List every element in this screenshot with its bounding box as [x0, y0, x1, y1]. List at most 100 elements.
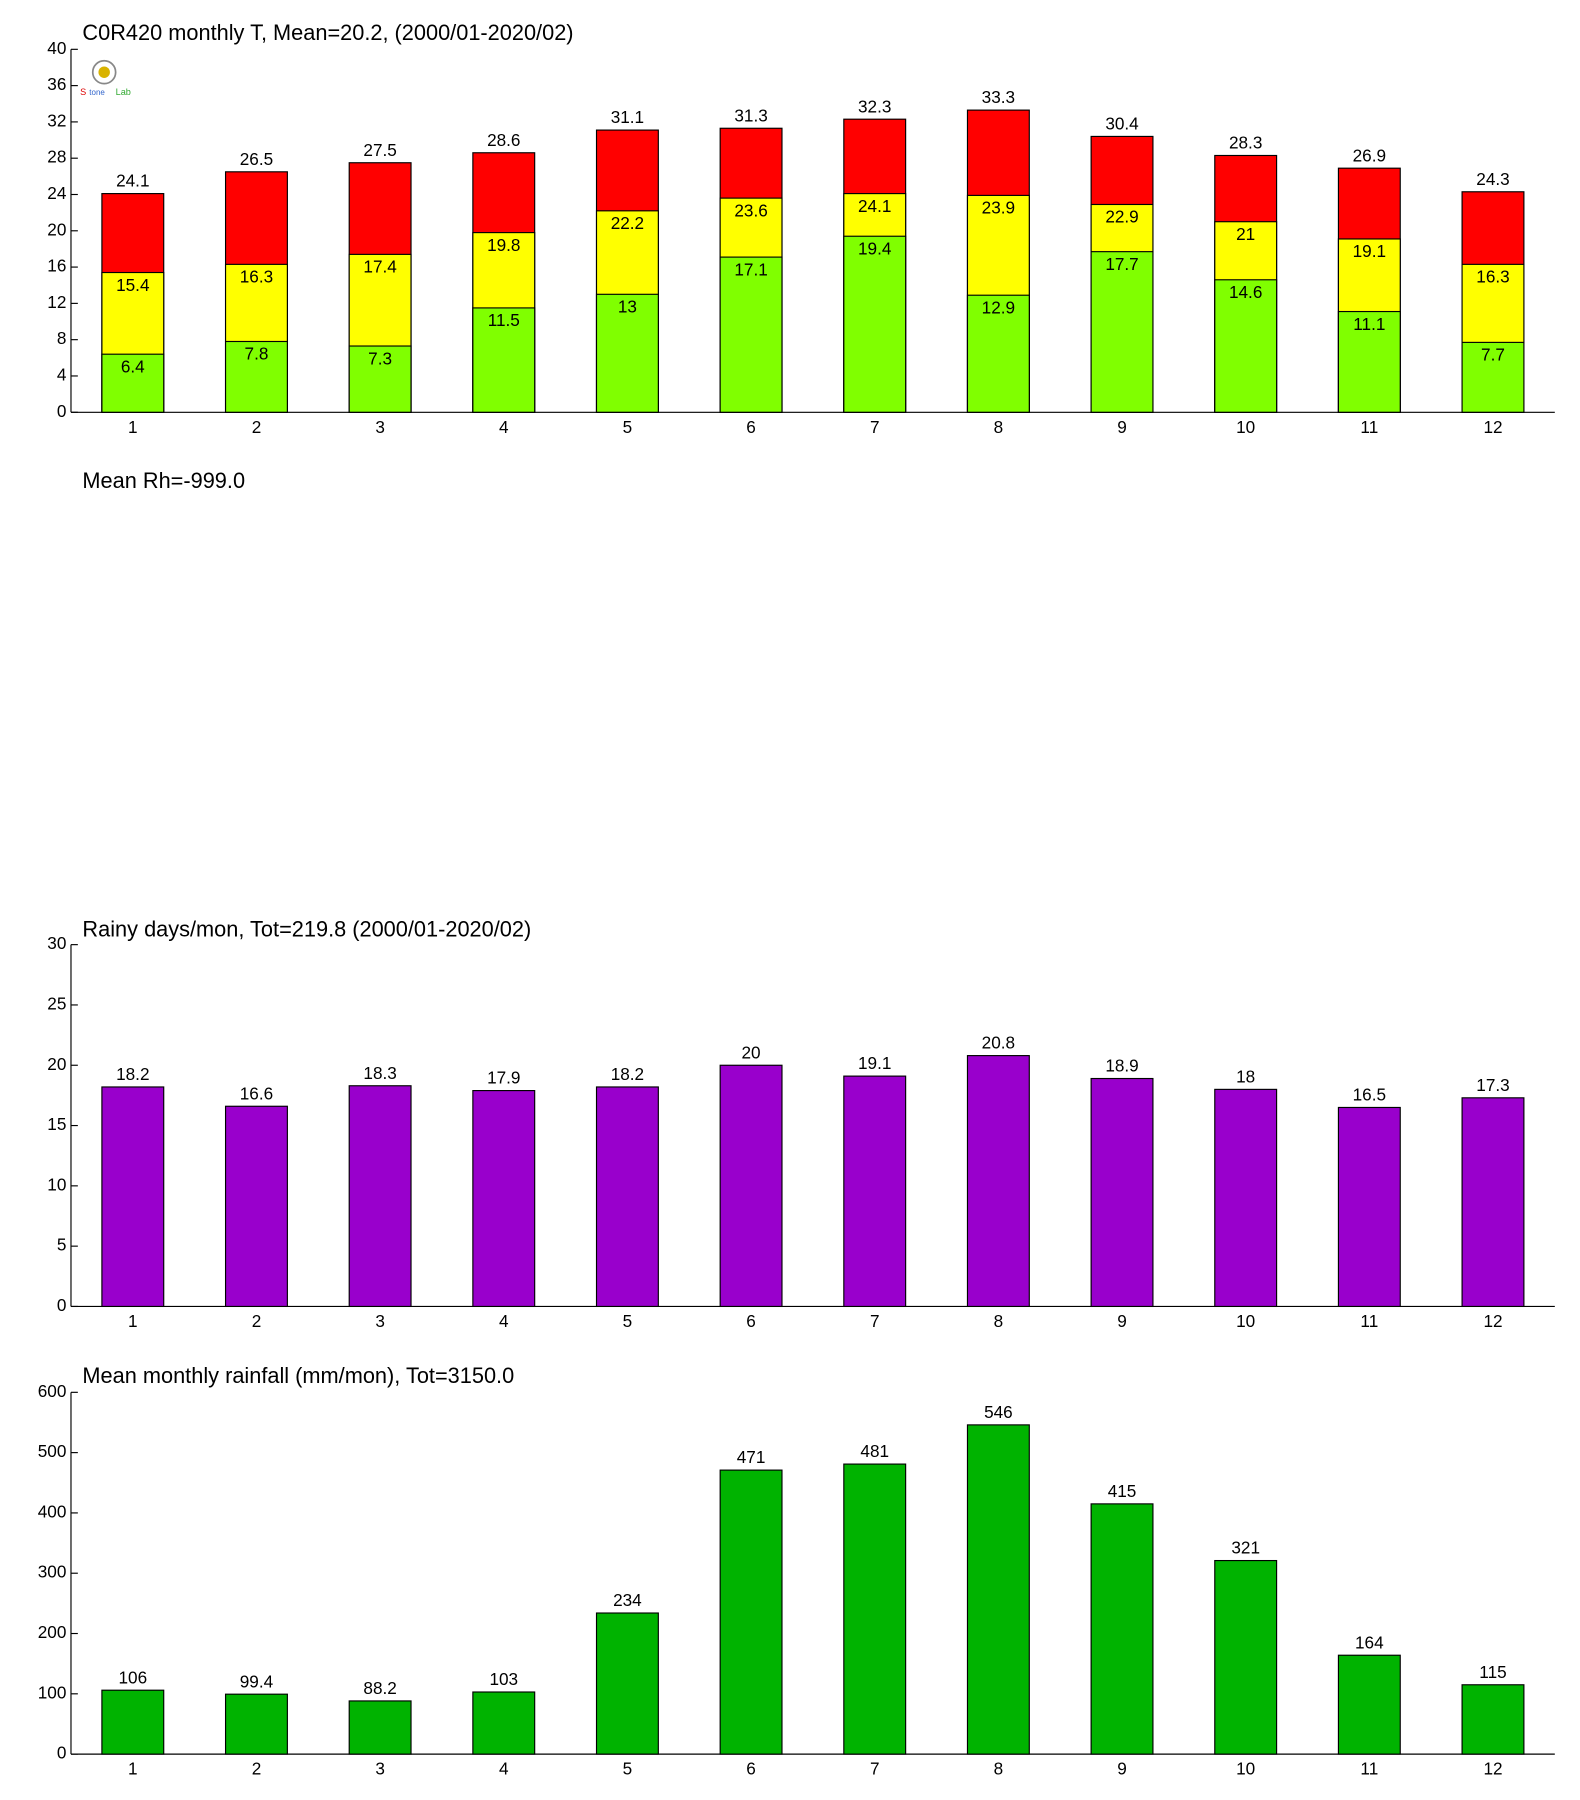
y-tick-label: 4	[57, 364, 67, 384]
x-tick-label: 12	[1483, 417, 1502, 437]
y-tick-label: 36	[47, 74, 66, 94]
x-tick-label: 1	[128, 417, 138, 437]
x-tick-label: 11	[1360, 1759, 1378, 1779]
value-label: 18	[1236, 1066, 1255, 1086]
x-tick-label: 2	[252, 417, 262, 437]
bar	[966, 294, 1030, 413]
x-tick-label: 5	[623, 1759, 633, 1779]
value-label: 32.3	[858, 96, 891, 116]
svg-text:tone: tone	[89, 88, 105, 97]
value-label: 17.3	[1476, 1075, 1509, 1095]
value-label: 24.1	[858, 196, 891, 216]
chart-title: Rainy days/mon, Tot=219.8 (2000/01-2020/…	[82, 917, 531, 942]
x-tick-label: 7	[870, 1311, 880, 1331]
bar	[843, 1075, 907, 1308]
bar	[1090, 251, 1154, 413]
value-label: 19.1	[858, 1053, 891, 1073]
bar	[966, 1424, 1030, 1755]
value-label: 26.9	[1353, 145, 1386, 165]
y-tick-label: 12	[47, 292, 66, 312]
value-label: 28.3	[1229, 133, 1262, 153]
bar	[719, 256, 783, 413]
value-label: 16.6	[240, 1083, 273, 1103]
value-label: 31.1	[611, 107, 644, 127]
bar	[843, 235, 907, 413]
value-label: 7.7	[1481, 345, 1505, 365]
value-label: 164	[1355, 1632, 1384, 1652]
bar	[595, 1612, 659, 1755]
value-label: 17.7	[1105, 254, 1138, 274]
bar	[472, 307, 536, 413]
chart-title: C0R420 monthly T, Mean=20.2, (2000/01-20…	[82, 20, 573, 45]
x-tick-label: 12	[1483, 1311, 1502, 1331]
value-label: 17.9	[487, 1068, 520, 1088]
bar	[843, 1463, 907, 1755]
bar	[472, 1691, 536, 1755]
x-tick-label: 8	[994, 417, 1004, 437]
x-tick-label: 5	[623, 417, 633, 437]
x-tick-label: 11	[1360, 417, 1378, 437]
value-label: 30.4	[1105, 114, 1139, 134]
bar	[348, 1700, 412, 1755]
x-tick-label: 4	[499, 1759, 509, 1779]
x-tick-label: 9	[1117, 1759, 1127, 1779]
value-label: 106	[118, 1667, 147, 1687]
value-label: 12.9	[982, 297, 1015, 317]
value-label: 19.4	[858, 239, 892, 259]
y-tick-label: 0	[57, 401, 67, 421]
value-label: 13	[618, 297, 637, 317]
y-tick-label: 30	[47, 933, 66, 953]
x-tick-label: 12	[1483, 1759, 1502, 1779]
bar	[1461, 1684, 1525, 1755]
y-tick-label: 8	[57, 328, 67, 348]
value-label: 19.8	[487, 235, 520, 255]
bar	[1461, 1097, 1525, 1308]
bar	[224, 1693, 288, 1755]
value-label: 14.6	[1229, 282, 1262, 302]
y-tick-label: 600	[38, 1381, 67, 1401]
y-tick-label: 5	[57, 1235, 67, 1255]
bar	[348, 345, 412, 413]
chart-title: Mean Rh=-999.0	[82, 468, 245, 493]
y-tick-label: 300	[38, 1562, 67, 1582]
x-tick-label: 3	[375, 417, 385, 437]
value-label: 546	[984, 1402, 1013, 1422]
value-label: 19.1	[1353, 241, 1386, 261]
value-label: 15.4	[116, 275, 150, 295]
bar	[1214, 1088, 1278, 1308]
y-tick-label: 25	[47, 993, 66, 1013]
bar	[966, 1055, 1030, 1308]
value-label: 18.9	[1105, 1056, 1138, 1076]
value-label: 28.6	[487, 130, 520, 150]
x-tick-label: 10	[1236, 1311, 1255, 1331]
x-tick-label: 6	[746, 417, 756, 437]
bar	[595, 1086, 659, 1308]
value-label: 20	[742, 1042, 761, 1062]
y-tick-label: 500	[38, 1441, 67, 1461]
bar	[101, 1086, 165, 1308]
y-tick-label: 0	[57, 1295, 67, 1315]
value-label: 33.3	[982, 87, 1015, 107]
value-label: 23.9	[982, 198, 1015, 218]
value-label: 18.2	[116, 1064, 149, 1084]
chart-title: Mean monthly rainfall (mm/mon), Tot=3150…	[82, 1363, 514, 1388]
bar	[1461, 341, 1525, 413]
y-tick-label: 200	[38, 1622, 67, 1642]
bar	[224, 1105, 288, 1308]
value-label: 234	[613, 1590, 642, 1610]
value-label: 17.4	[363, 257, 397, 277]
x-tick-label: 9	[1117, 417, 1127, 437]
value-label: 23.6	[734, 200, 767, 220]
value-label: 6.4	[121, 356, 145, 376]
bar	[348, 1085, 412, 1308]
x-tick-label: 7	[870, 1759, 880, 1779]
x-tick-label: 7	[870, 417, 880, 437]
bar	[101, 353, 165, 413]
value-label: 481	[860, 1441, 889, 1461]
bar	[1090, 1503, 1154, 1755]
value-label: 99.4	[240, 1671, 274, 1691]
value-label: 16.5	[1353, 1085, 1386, 1105]
y-tick-label: 40	[47, 38, 66, 58]
y-tick-label: 28	[47, 147, 66, 167]
